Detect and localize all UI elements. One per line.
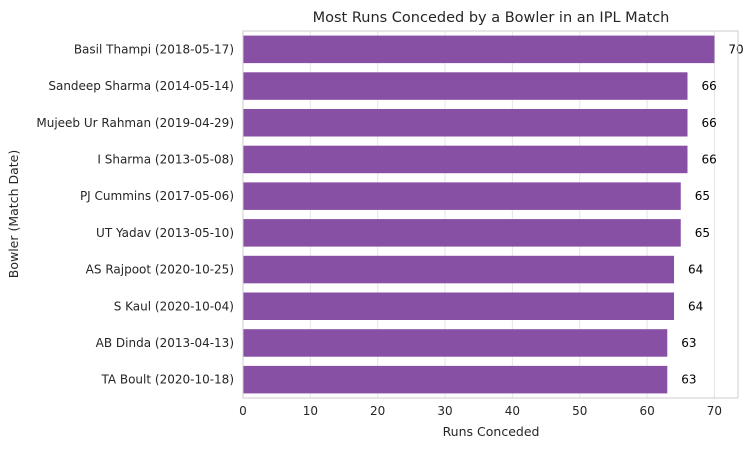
data-label: 65 [695,189,710,203]
bar [243,108,688,137]
y-tick-label: AS Rajpoot (2020-10-25) [86,263,234,277]
data-label: 66 [701,79,716,93]
bar [243,72,688,100]
data-label: 66 [701,152,716,166]
chart-title: Most Runs Conceded by a Bowler in an IPL… [313,10,670,26]
data-labels-group: 70 66 66 66 65 65 64 64 63 63 [681,42,743,386]
x-tick-label: 50 [572,404,587,418]
y-tick-label: I Sharma (2013-05-08) [97,152,234,166]
bar [243,35,715,64]
x-tick-label: 20 [370,404,385,418]
bars-group [243,35,715,394]
x-tick-label: 0 [239,404,247,418]
x-tick-labels-group: 0 10 20 30 40 50 60 70 [239,404,722,418]
y-tick-label: Basil Thampi (2018-05-17) [74,42,234,56]
bar [243,182,681,210]
y-tick-labels-group: Basil Thampi (2018-05-17) Sandeep Sharma … [36,42,234,386]
y-tick-label: Sandeep Sharma (2014-05-14) [48,79,234,93]
y-tick-label: PJ Cummins (2017-05-06) [80,189,234,203]
x-tick-label: 10 [303,404,318,418]
data-label: 63 [681,373,696,387]
y-tick-label: AB Dinda (2013-04-13) [96,336,234,350]
bar [243,292,675,321]
x-tick-label: 70 [707,404,722,418]
x-axis-label: Runs Conceded [443,424,540,439]
bar [243,255,675,284]
y-tick-label: Mujeeb Ur Rahman (2019-04-29) [36,116,234,130]
x-tick-label: 60 [639,404,654,418]
bar [243,329,668,357]
bar [243,365,668,394]
bar [243,219,681,247]
data-label: 70 [728,42,743,56]
x-tick-label: 40 [505,404,520,418]
data-label: 66 [701,116,716,130]
bar [243,145,688,174]
y-tick-label: S Kaul (2020-10-04) [114,299,234,313]
data-label: 63 [681,336,696,350]
y-tick-label: TA Boult (2020-10-18) [100,373,234,387]
plot-frame [242,30,739,399]
x-tick-label: 30 [437,404,452,418]
data-label: 65 [695,226,710,240]
y-axis-label: Bowler (Match Date) [6,150,21,278]
y-tick-label: UT Yadav (2013-05-10) [96,226,234,240]
data-label: 64 [688,299,703,313]
data-label: 64 [688,263,703,277]
